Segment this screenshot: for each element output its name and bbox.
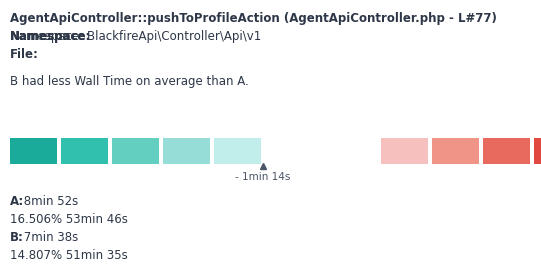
- Text: AgentApiController::pushToProfileAction (AgentApiController.php - L#77): AgentApiController::pushToProfileAction …: [10, 12, 497, 25]
- Text: 16.506% 53min 46s: 16.506% 53min 46s: [10, 213, 128, 226]
- Bar: [214, 138, 261, 164]
- Text: Namespace: BlackfireApi\Controller\Api\v1: Namespace: BlackfireApi\Controller\Api\v…: [10, 30, 261, 43]
- Bar: [483, 138, 530, 164]
- Text: 7min 38s: 7min 38s: [20, 231, 78, 244]
- Bar: [163, 138, 210, 164]
- Text: B had less Wall Time on average than A.: B had less Wall Time on average than A.: [10, 75, 249, 88]
- Bar: [534, 138, 541, 164]
- Bar: [61, 138, 108, 164]
- Text: - 1min 14s: - 1min 14s: [235, 172, 291, 182]
- Text: A:: A:: [10, 195, 24, 208]
- Bar: [381, 138, 428, 164]
- Text: File:: File:: [10, 48, 39, 61]
- Text: 14.807% 51min 35s: 14.807% 51min 35s: [10, 249, 128, 262]
- Text: Namespace:: Namespace:: [10, 30, 91, 43]
- Bar: [432, 138, 479, 164]
- Text: B:: B:: [10, 231, 24, 244]
- Bar: [10, 138, 57, 164]
- Bar: [112, 138, 159, 164]
- Text: Namespace:: Namespace:: [10, 30, 91, 43]
- Text: 8min 52s: 8min 52s: [20, 195, 78, 208]
